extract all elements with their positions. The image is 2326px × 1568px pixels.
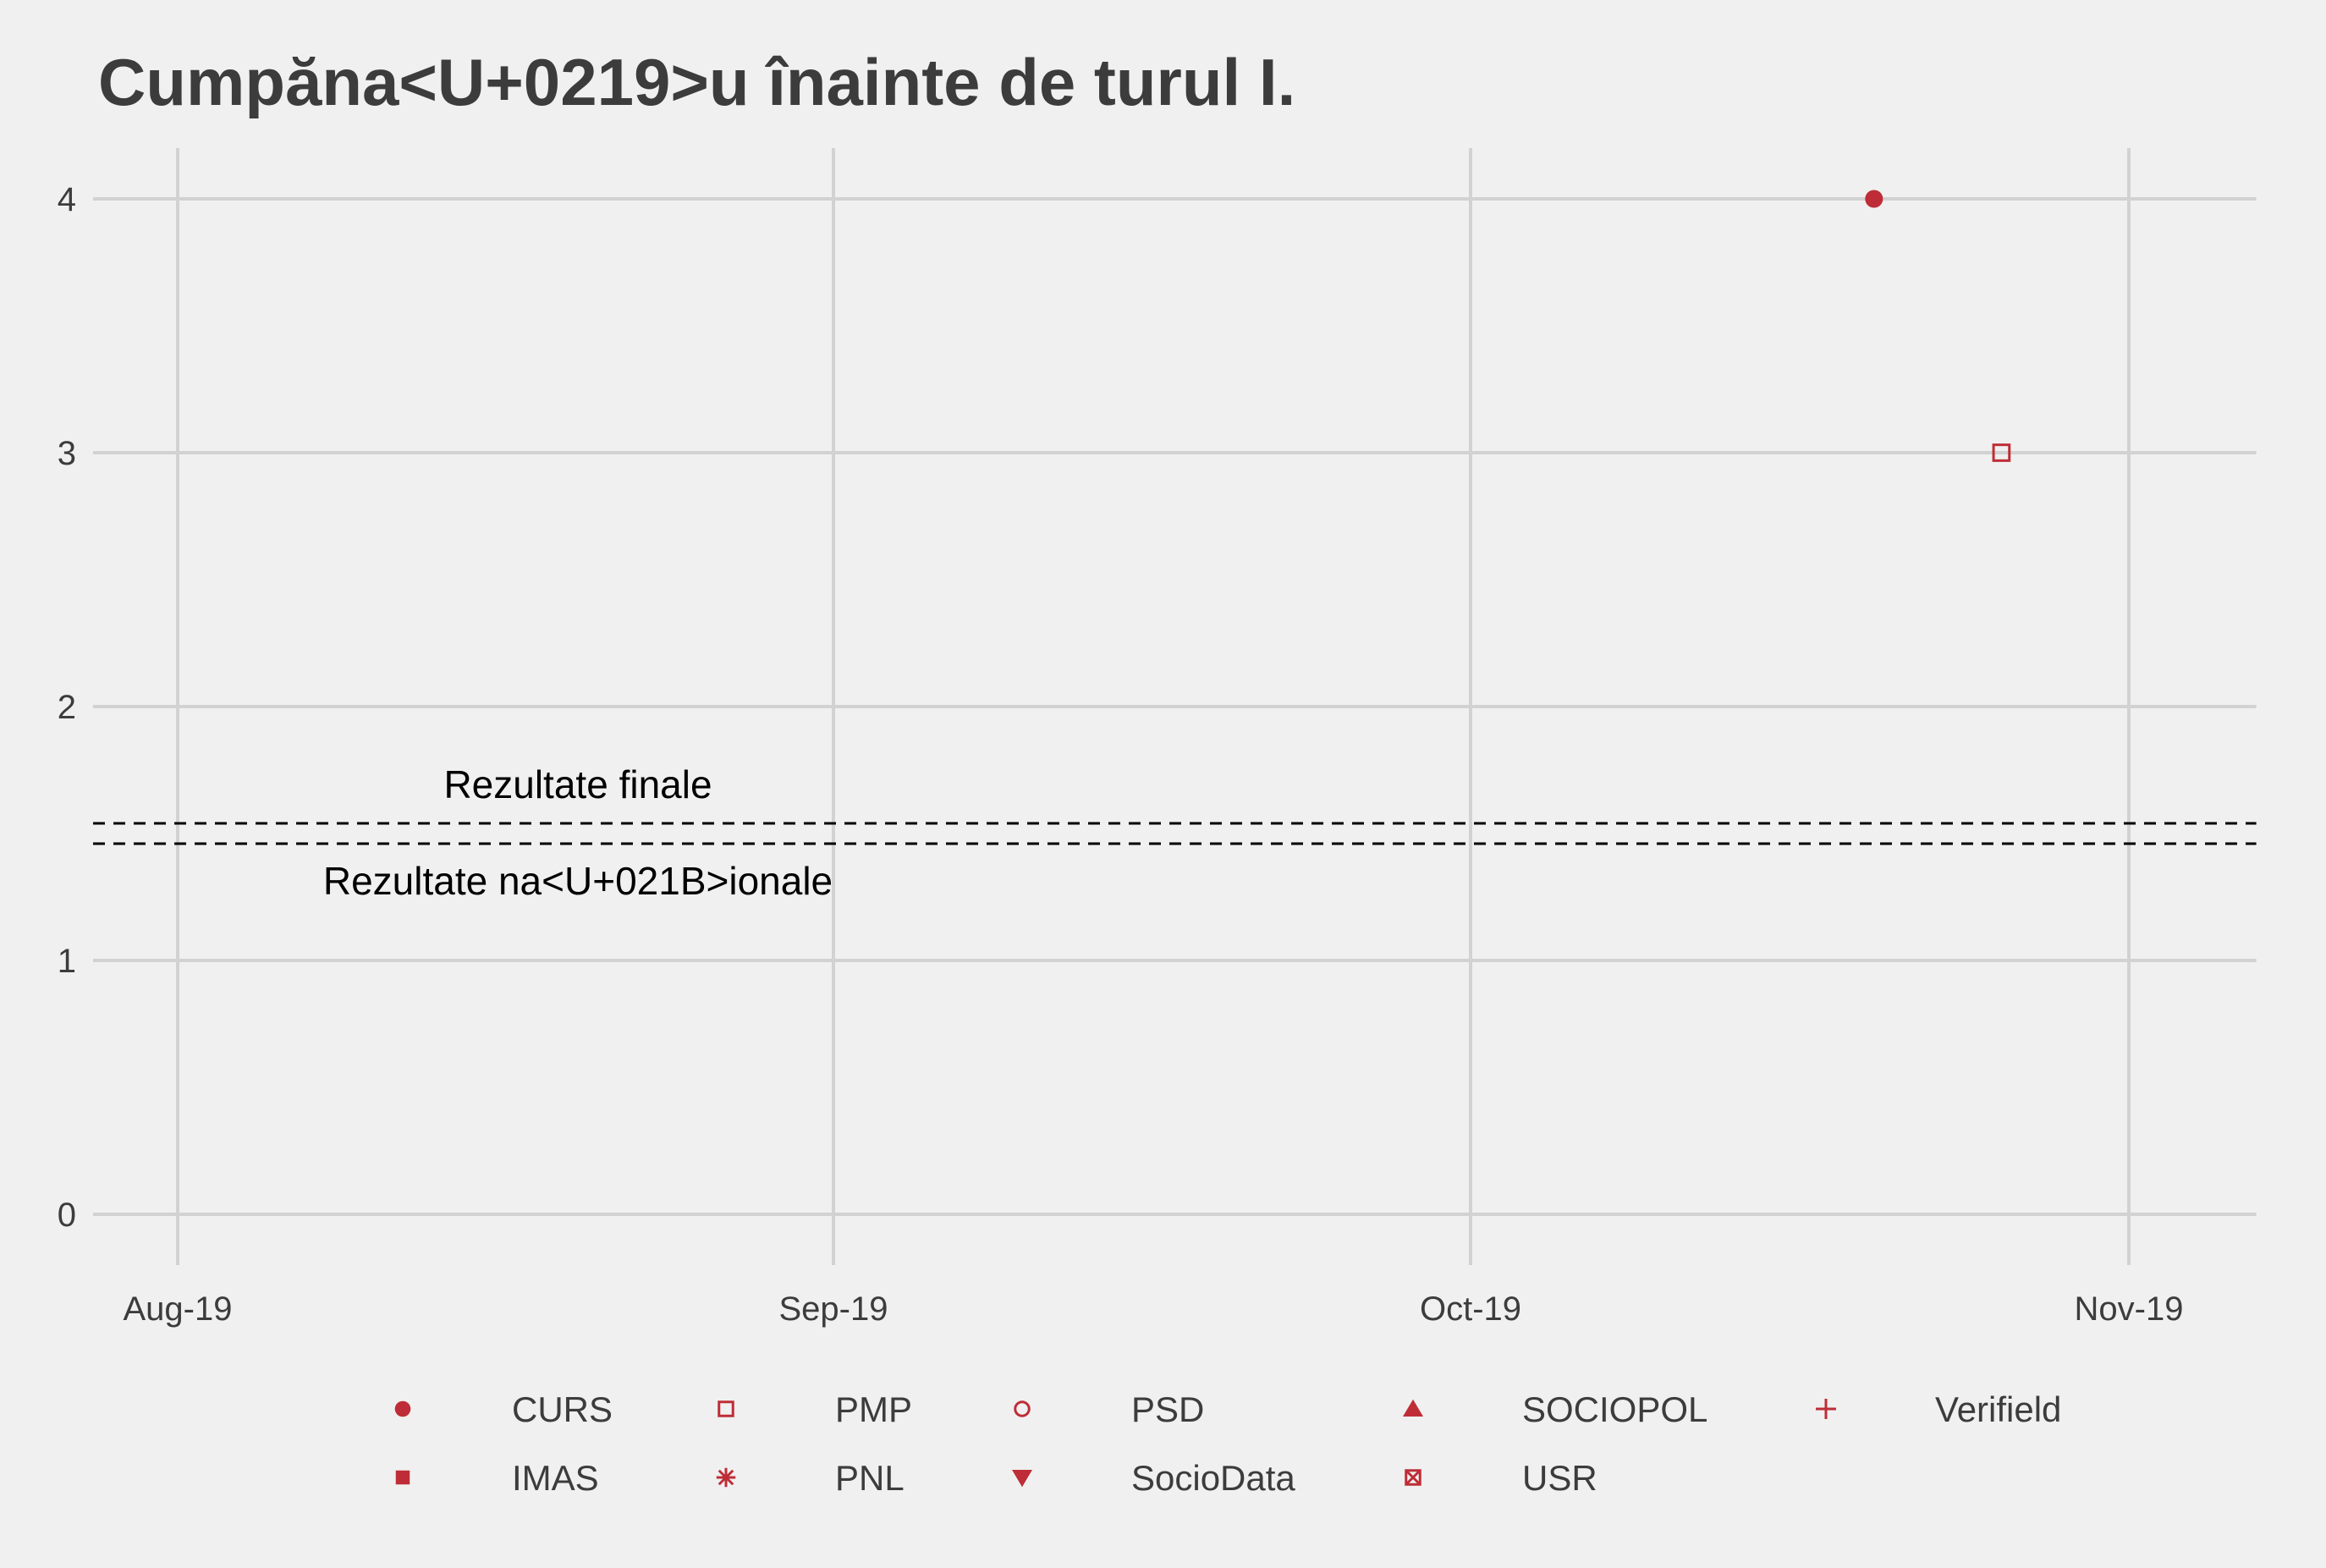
reference-line-label: Rezultate na<U+021B>ionale (323, 859, 833, 903)
legend-label: Verifield (1935, 1389, 2061, 1429)
legend-label: PNL (835, 1458, 905, 1498)
legend-label: IMAS (512, 1458, 599, 1498)
x-tick-label: Aug-19 (124, 1290, 233, 1328)
x-tick-label: Oct-19 (1420, 1290, 1521, 1328)
legend-key (716, 1467, 736, 1488)
reference-lines: Rezultate finale Rezultate na<U+021B>iona… (93, 762, 2257, 903)
chart-title: Cumpăna<U+0219>u înainte de turul I. (98, 45, 1295, 119)
data-point (1865, 190, 1883, 208)
legend-key (1816, 1399, 1836, 1419)
legend-label: SocioData (1131, 1458, 1295, 1498)
reference-line-label: Rezultate finale (443, 762, 712, 806)
data-point (1992, 443, 2011, 462)
legend-key (395, 1470, 410, 1485)
legend-label: SOCIOPOL (1522, 1389, 1707, 1429)
legend-label: PMP (835, 1389, 912, 1429)
y-tick-label: 2 (58, 689, 76, 726)
y-tick-label: 4 (58, 181, 76, 218)
grid-layer (93, 148, 2257, 1265)
axis-labels: 0 1 2 3 4 Aug-19 Sep-19 Oct-19 Nov-19 (58, 181, 2184, 1328)
legend-label: USR (1522, 1458, 1597, 1498)
legend-key (1405, 1469, 1421, 1486)
legend-key (1403, 1399, 1423, 1417)
legend-key (1014, 1400, 1031, 1417)
x-tick-label: Sep-19 (779, 1290, 888, 1328)
legend-label: CURS (512, 1389, 613, 1429)
y-tick-label: 1 (58, 943, 76, 980)
legend-key (718, 1400, 734, 1417)
legend-label: PSD (1131, 1389, 1204, 1429)
data-points (1865, 190, 2011, 462)
legend-key (1012, 1470, 1032, 1488)
legend-key (394, 1400, 411, 1417)
y-tick-label: 3 (58, 435, 76, 472)
legend: CURS IMAS PMP PNL PSD SocioData SOCIOPOL USR Ver… (394, 1389, 2061, 1498)
y-tick-label: 0 (58, 1197, 76, 1234)
x-tick-label: Nov-19 (2075, 1290, 2184, 1328)
